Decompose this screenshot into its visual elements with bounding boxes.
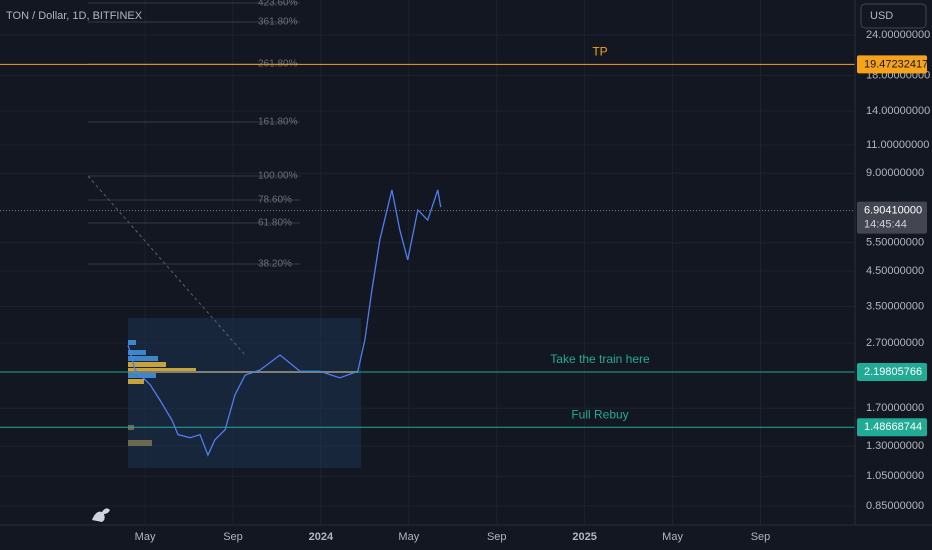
range-box — [128, 318, 361, 468]
fib-label: 161.80% — [258, 117, 298, 128]
y-tick-label: 1.30000000 — [866, 440, 924, 452]
y-tick-label: 0.85000000 — [866, 500, 924, 512]
currency-button[interactable] — [860, 3, 927, 29]
y-tick-label: 1.70000000 — [866, 402, 924, 414]
y-tick-label: 4.50000000 — [866, 265, 924, 277]
y-tick-label: 14.00000000 — [866, 105, 930, 117]
price-badge — [857, 418, 927, 437]
price-badge-label: 1.48668744 — [864, 421, 922, 433]
currency-label[interactable]: USD — [870, 10, 893, 22]
trend-line — [87, 175, 246, 356]
grid — [0, 0, 855, 525]
y-tick-label: 11.00000000 — [866, 139, 929, 151]
current-price-label: 6.90410000 — [864, 205, 922, 217]
x-tick-label: May — [135, 531, 156, 543]
price-badge-label: 2.19805766 — [864, 366, 922, 378]
countdown-label: 14:45:44 — [864, 219, 907, 231]
fib-label: 61.80% — [258, 218, 292, 229]
fib-label: 361.80% — [258, 17, 298, 28]
price-badge — [857, 55, 927, 74]
fib-label: 423.60% — [258, 0, 298, 9]
fib-label: 100.00% — [258, 171, 298, 182]
price-badge-label: 19.47232417 — [864, 58, 928, 70]
fib-label: 78.60% — [258, 195, 292, 206]
price-line — [127, 189, 442, 457]
x-tick-label: May — [662, 531, 683, 543]
chart-title: TON / Dollar, 1D, BITFINEX — [6, 10, 143, 22]
x-tick-label: 2024 — [309, 531, 334, 543]
price-level-label: Take the train here — [550, 352, 650, 366]
y-tick-label: 24.00000000 — [866, 29, 930, 41]
logo — [92, 508, 110, 522]
y-tick-label: 3.50000000 — [866, 300, 924, 312]
x-tick-label: 2025 — [572, 531, 596, 543]
current-price-badge — [857, 201, 927, 234]
y-tick-label: 1.05000000 — [866, 470, 924, 482]
price-level-label: TP — [592, 45, 607, 59]
price-badge — [857, 363, 927, 382]
x-tick-label: Sep — [751, 531, 771, 543]
x-tick-label: May — [398, 531, 419, 543]
y-tick-label: 5.50000000 — [866, 237, 924, 249]
fib-label: 38.20% — [258, 259, 292, 270]
x-tick-label: Sep — [223, 531, 243, 543]
y-tick-label: 9.00000000 — [866, 167, 924, 179]
plot: TP Take the train here Full Rebuy — [0, 45, 855, 457]
y-tick-label: 2.70000000 — [866, 337, 924, 349]
x-tick-label: Sep — [487, 531, 507, 543]
price-level-label: Full Rebuy — [571, 407, 628, 421]
